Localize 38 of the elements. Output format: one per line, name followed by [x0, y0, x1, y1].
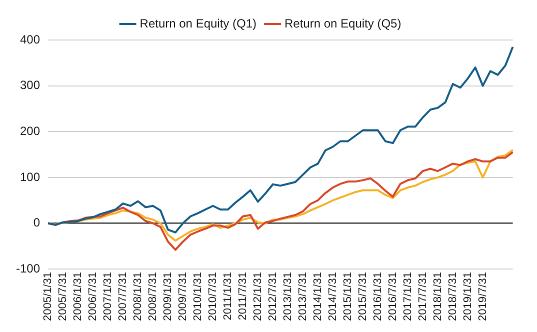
y-tick-label: 0 — [33, 216, 40, 230]
x-tick-label: 2018/1/31 — [432, 272, 444, 321]
x-tick-label: 2011/1/31 — [222, 272, 234, 320]
x-tick-label: 2009/1/31 — [162, 272, 174, 321]
x-tick-label: 2019/7/31 — [476, 272, 489, 321]
x-tick-label: 2013/7/31 — [296, 272, 309, 321]
x-tick-label: 2008/1/31 — [132, 272, 144, 321]
y-tick-label: 300 — [20, 78, 40, 92]
x-tick-label: 2011/7/31 — [236, 272, 249, 320]
x-tick-label: 2016/1/31 — [372, 272, 384, 321]
x-tick-label: 2015/7/31 — [356, 272, 369, 321]
x-tick-label: 2007/1/31 — [102, 272, 114, 321]
x-tick-label: 2017/1/31 — [402, 272, 414, 321]
x-tick-label: 2018/7/31 — [446, 272, 459, 321]
x-tick-label: 2009/7/31 — [176, 272, 189, 321]
x-tick-label: 2015/1/31 — [342, 272, 354, 321]
y-tick-label: -100 — [16, 261, 40, 276]
x-tick-label: 2005/7/31 — [57, 272, 70, 321]
x-tick-label: 2008/7/31 — [147, 272, 159, 321]
x-tick-label: 2010/7/31 — [206, 272, 219, 321]
x-tick-label: 2013/1/31 — [282, 272, 294, 321]
x-tick-label: 2014/1/31 — [312, 272, 324, 321]
y-tick-label: 400 — [20, 32, 40, 46]
legend-label: Return on Equity (Q1) — [140, 16, 257, 30]
x-tick-label: 2019/1/31 — [462, 272, 474, 321]
x-tick-label: 2014/7/31 — [326, 272, 339, 321]
x-tick-label: 2012/1/31 — [252, 272, 264, 321]
legend-label: Return on Equity (Q5) — [284, 16, 402, 30]
x-tick-label: 2005/1/31 — [42, 272, 54, 321]
y-tick-label: 100 — [20, 170, 40, 184]
x-tick-label: 2006/7/31 — [87, 272, 100, 321]
x-tick-label: 2017/7/31 — [416, 272, 429, 321]
x-tick-label: 2012/7/31 — [266, 272, 279, 321]
y-tick-label: 200 — [20, 124, 40, 138]
x-tick-label: 2016/7/31 — [386, 272, 399, 321]
x-tick-label: 2010/1/31 — [192, 272, 204, 321]
x-tick-label: 2007/7/31 — [117, 272, 130, 321]
x-tick-label: 2006/1/31 — [72, 272, 84, 321]
